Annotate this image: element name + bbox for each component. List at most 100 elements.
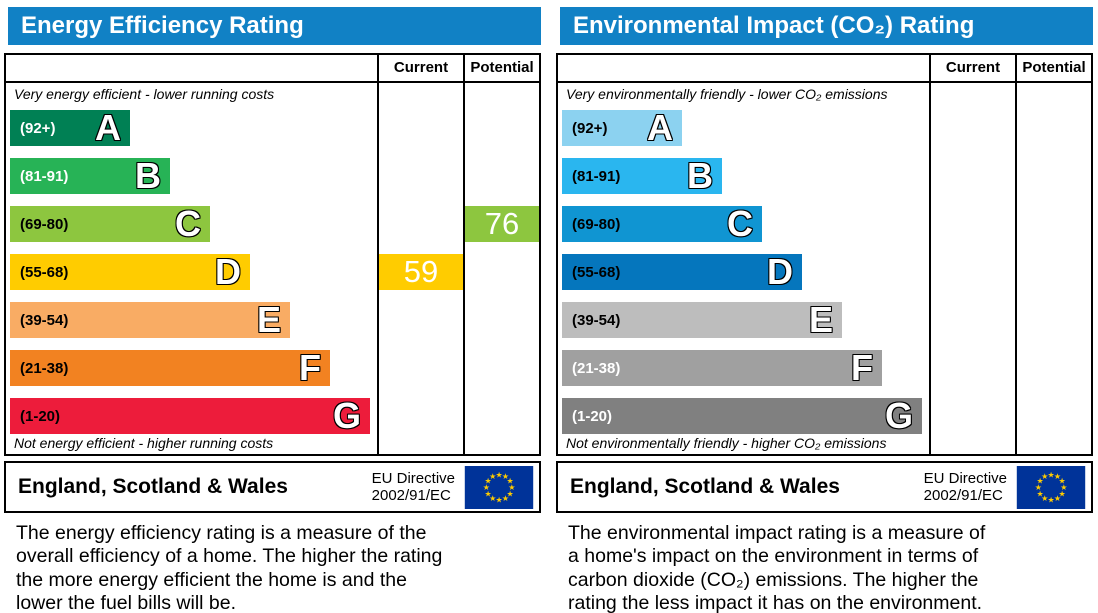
- eu-star-icon: ★: [502, 494, 509, 503]
- rating-table: Current Potential Very energy efficient …: [4, 53, 541, 456]
- band-range-label: (21-38): [572, 359, 621, 377]
- energy-efficiency-panel: Energy Efficiency Rating Current Potenti…: [0, 0, 545, 613]
- eu-star-icon: ★: [496, 470, 503, 479]
- rating-band-F: (21-38) F: [562, 350, 882, 386]
- eu-star-icon: ★: [496, 495, 503, 504]
- band-letter: A: [95, 107, 121, 148]
- rating-band-A: (92+) A: [562, 110, 682, 146]
- description-line: a home's impact on the environment in te…: [568, 545, 979, 568]
- rating-band-D: (55-68) D: [562, 254, 802, 290]
- rating-band-E: (39-54) E: [10, 302, 290, 338]
- top-caption: Very energy efficient - lower running co…: [14, 86, 275, 102]
- region-label: England, Scotland & Wales: [18, 475, 288, 498]
- description-line: the more energy efficient the home is an…: [16, 568, 407, 591]
- potential-rating-badge: 76: [465, 206, 539, 242]
- band-letter: D: [215, 251, 241, 292]
- rating-band-G: (1-20) G: [10, 398, 370, 434]
- eu-flag-field: [1016, 465, 1086, 509]
- rating-band-E: (39-54) E: [562, 302, 842, 338]
- current-column-header: Current: [945, 59, 1001, 76]
- potential-column-header: Potential: [470, 59, 534, 76]
- environmental-impact-panel: Environmental Impact (CO₂) Rating Curren…: [552, 0, 1097, 613]
- band-range-label: (92+): [20, 119, 56, 137]
- band-range-label: (69-80): [20, 215, 69, 233]
- band-range-label: (21-38): [20, 359, 69, 377]
- rating-band-B: (81-91) B: [10, 158, 170, 194]
- region-label: England, Scotland & Wales: [570, 475, 840, 498]
- rating-band-B: (81-91) B: [562, 158, 722, 194]
- current-rating-badge: 59: [379, 254, 463, 290]
- description-line: overall efficiency of a home. The higher…: [16, 545, 443, 568]
- eu-star-icon: ★: [508, 483, 515, 492]
- band-letter: F: [299, 347, 321, 388]
- eu-directive-line2: 2002/91/EC: [923, 487, 1003, 504]
- footer-box: England, Scotland & Wales EU Directive 2…: [556, 461, 1093, 513]
- band-letter: B: [135, 155, 161, 196]
- column-divider: [929, 55, 931, 454]
- current-column-header: Current: [393, 59, 449, 76]
- description-line: rating the less impact it has on the env…: [568, 592, 983, 613]
- band-range-label: (1-20): [20, 407, 61, 425]
- band-range-label: (69-80): [572, 215, 621, 233]
- eu-star-icon: ★: [1048, 495, 1055, 504]
- band-letter: F: [851, 347, 873, 388]
- eu-directive-line2: 2002/91/EC: [371, 487, 451, 504]
- eu-star-icon: ★: [1054, 494, 1061, 503]
- eu-star-icon: ★: [1054, 471, 1061, 480]
- column-divider: [1015, 55, 1017, 454]
- rating-description: The environmental impact rating is a mea…: [568, 522, 985, 613]
- eu-star-icon: ★: [1059, 489, 1066, 498]
- band-letter: C: [175, 203, 201, 244]
- band-range-label: (1-20): [572, 407, 613, 425]
- band-range-label: (81-91): [20, 167, 69, 185]
- eu-star-icon: ★: [483, 483, 490, 492]
- eu-star-icon: ★: [489, 494, 496, 503]
- eu-star-icon: ★: [484, 476, 491, 485]
- eu-star-icon: ★: [507, 489, 514, 498]
- panel-title-bar: Energy Efficiency Rating: [8, 7, 541, 45]
- eu-star-icon: ★: [1036, 476, 1043, 485]
- eu-star-icon: ★: [1041, 494, 1048, 503]
- band-letter: E: [256, 299, 281, 340]
- rating-band-F: (21-38) F: [10, 350, 330, 386]
- description-line: The energy efficiency rating is a measur…: [16, 522, 427, 544]
- eu-flag-svg: ★ ★★★★★★★★★★★: [1016, 465, 1086, 509]
- rating-band-C: (69-80) C: [10, 206, 210, 242]
- eu-star-icon: ★: [484, 489, 491, 498]
- band-letter: C: [727, 203, 753, 244]
- panel-title: Environmental Impact (CO₂) Rating: [573, 12, 975, 39]
- panel-title-bar: Environmental Impact (CO₂) Rating: [560, 7, 1093, 45]
- band-range-label: (39-54): [572, 311, 621, 329]
- description-line: The environmental impact rating is a mea…: [568, 522, 986, 544]
- eu-star-icon: ★: [502, 471, 509, 480]
- band-range-label: (39-54): [20, 311, 69, 329]
- bottom-caption: Not environmentally friendly - higher CO…: [566, 435, 887, 451]
- rating-band-G: (1-20) G: [562, 398, 922, 434]
- eu-star-icon: ★: [1048, 470, 1055, 479]
- eu-directive-line1: EU Directive: [371, 470, 455, 487]
- band-letter: G: [884, 395, 913, 436]
- eu-star-icon: ★: [507, 476, 514, 485]
- band-letter: D: [767, 251, 793, 292]
- band-range-label: (55-68): [572, 263, 621, 281]
- eu-directive-label: EU Directive 2002/91/EC: [372, 470, 455, 504]
- band-range-label: (81-91): [572, 167, 621, 185]
- eu-star-icon: ★: [1060, 483, 1067, 492]
- eu-directive-label: EU Directive 2002/91/EC: [924, 470, 1007, 504]
- eu-star-icon: ★: [1036, 489, 1043, 498]
- band-letter: B: [687, 155, 713, 196]
- top-caption: Very environmentally friendly - lower CO…: [566, 86, 888, 102]
- footer-box: England, Scotland & Wales EU Directive 2…: [4, 461, 541, 513]
- table-header-row: Current Potential: [558, 55, 1091, 83]
- rating-band-A: (92+) A: [10, 110, 130, 146]
- column-divider: [463, 55, 465, 454]
- band-range-label: (55-68): [20, 263, 69, 281]
- potential-column-header: Potential: [1022, 59, 1086, 76]
- column-divider: [377, 55, 379, 454]
- rating-band-C: (69-80) C: [562, 206, 762, 242]
- eu-star-icon: ★: [1035, 483, 1042, 492]
- band-letter: G: [332, 395, 361, 436]
- table-header-row: Current Potential: [6, 55, 539, 83]
- eu-flag-field: [464, 465, 534, 509]
